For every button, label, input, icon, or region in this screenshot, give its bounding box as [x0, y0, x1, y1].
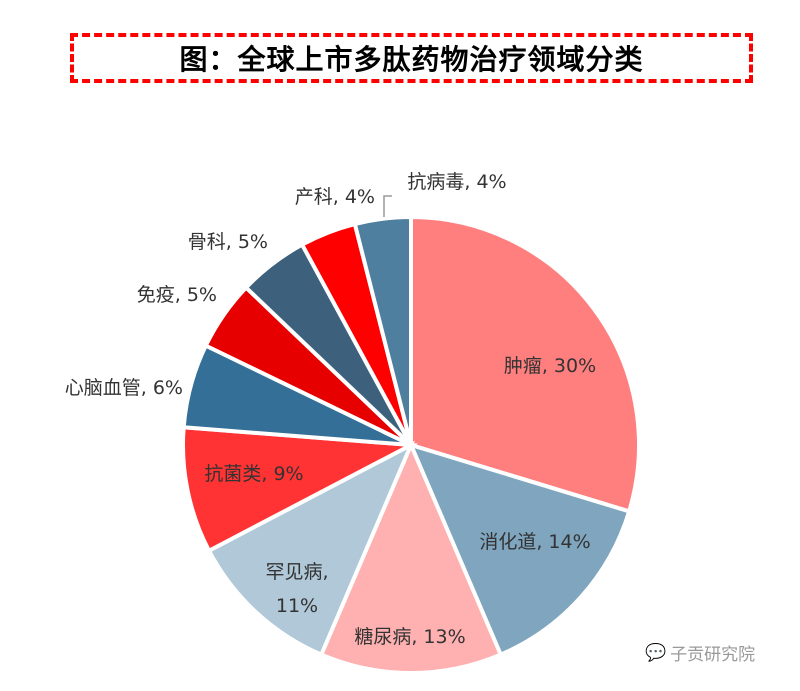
pie-slice-4 — [181, 425, 419, 554]
slice-label-2: 糖尿病, 13% — [354, 626, 465, 648]
pie-slice-2 — [318, 439, 504, 675]
title-frame: 图：全球上市多肽药物治疗领域分类 — [70, 33, 753, 83]
pie-slice-0 — [409, 214, 641, 514]
pie-slice-9 — [352, 214, 413, 446]
slice-label-3: 罕见病, 11% — [265, 561, 328, 617]
pie-slice-1 — [407, 441, 632, 658]
watermark-text: 子贡研究院 — [670, 645, 756, 665]
slice-label-4: 抗菌类, 9% — [204, 463, 303, 485]
chart-title: 图：全球上市多肽药物治疗领域分类 — [179, 43, 644, 76]
slice-label-5: 心脑血管, 6% — [65, 377, 183, 399]
slice-label-7: 骨科, 5% — [188, 231, 268, 253]
pie-slice-3 — [206, 440, 416, 658]
slice-label-8: 产科, 4% — [295, 186, 375, 208]
watermark: 💬 子贡研究院 — [645, 640, 756, 666]
slice-label-9: 抗病毒, 4% — [407, 171, 506, 193]
wechat-icon: 💬 — [645, 642, 667, 663]
slice-label-6: 免疫, 5% — [137, 284, 217, 306]
slice-label-1: 消化道, 14% — [479, 531, 590, 553]
slice-label-0: 肿瘤, 30% — [504, 355, 596, 377]
